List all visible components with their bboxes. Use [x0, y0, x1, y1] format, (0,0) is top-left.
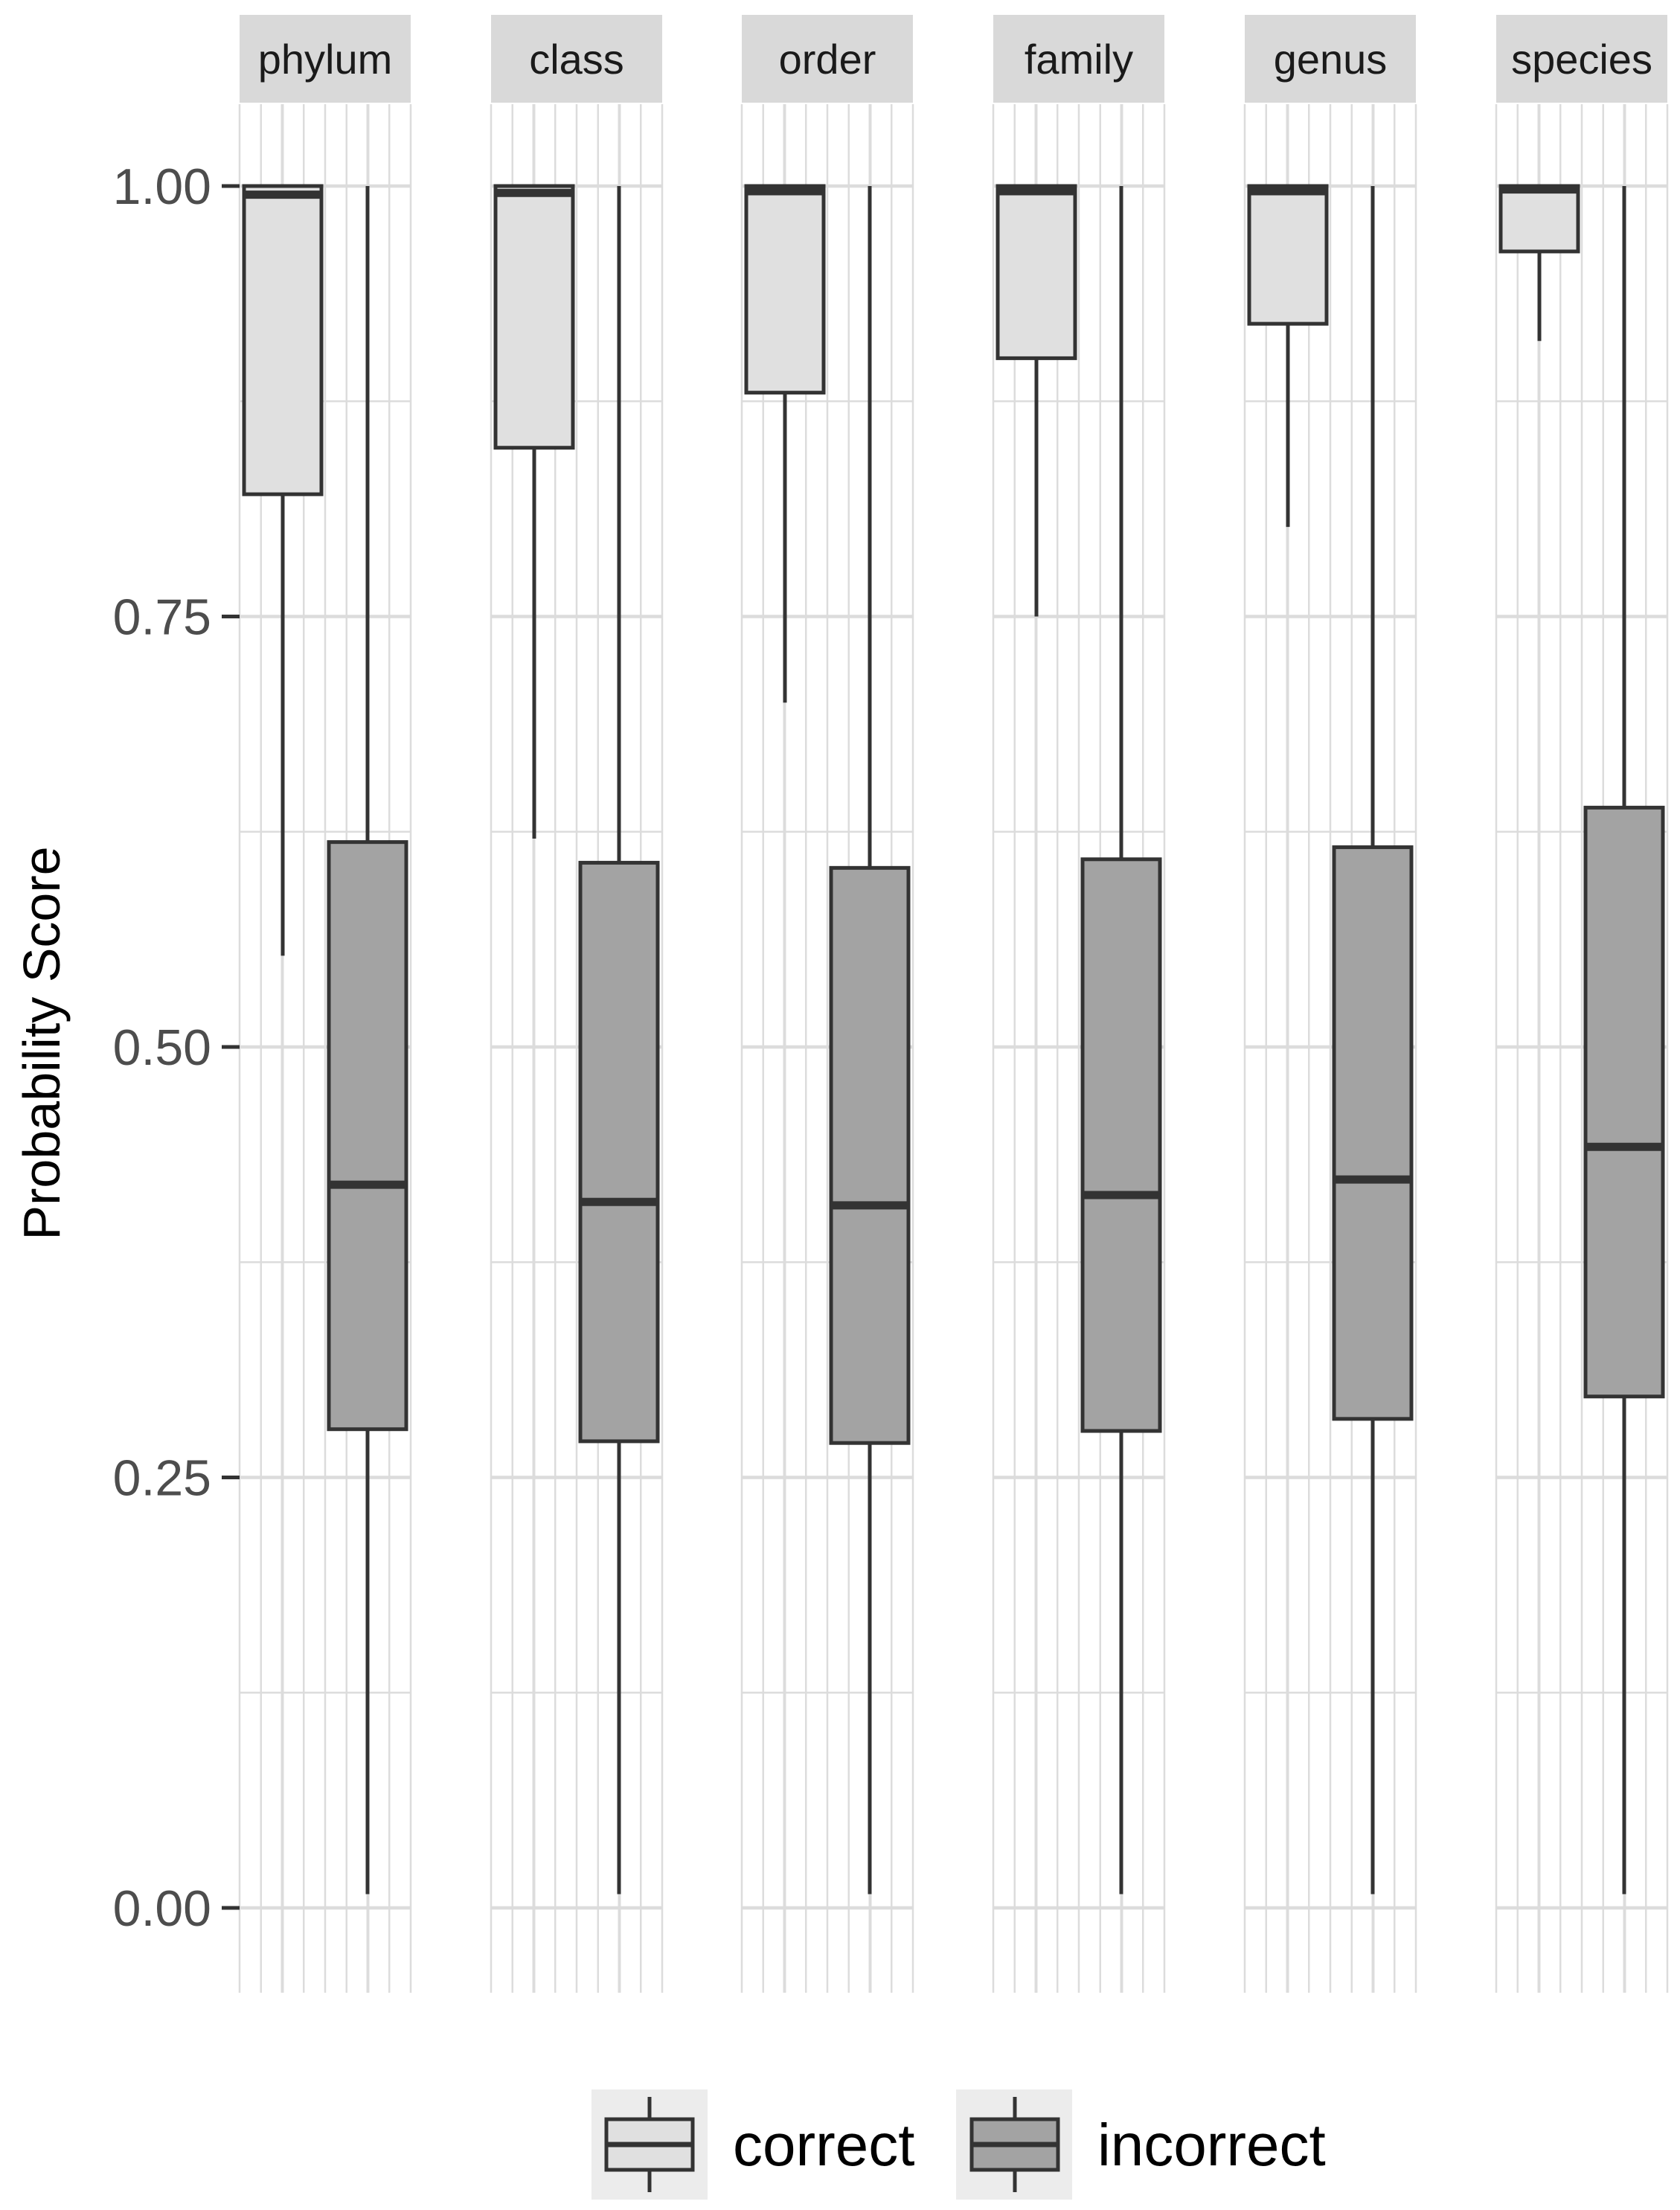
box-class-correct	[493, 184, 575, 450]
facet-strips: phylum class order family genus species	[240, 15, 1667, 103]
box-class-incorrect	[578, 860, 660, 1444]
facet-strip-order	[742, 15, 913, 103]
legend-label-incorrect: incorrect	[1097, 2112, 1326, 2178]
y-tick-label: 1.00	[113, 158, 211, 215]
facet-label-family: family	[1025, 36, 1133, 83]
box-phylum-incorrect	[327, 840, 408, 1432]
facet-strip-family	[993, 15, 1164, 103]
box-family-correct	[996, 184, 1077, 360]
facet-strip-class	[491, 15, 662, 103]
legend-item-correct: correct	[591, 2089, 915, 2200]
legend-item-incorrect: incorrect	[956, 2089, 1326, 2200]
legend-label-correct: correct	[733, 2112, 915, 2178]
box-family-incorrect	[1080, 857, 1162, 1433]
facet-label-genus: genus	[1274, 36, 1388, 83]
box-genus-incorrect	[1332, 845, 1414, 1421]
box-genus-correct	[1247, 184, 1329, 326]
box-species-incorrect	[1583, 805, 1665, 1399]
box-species-correct	[1498, 184, 1580, 254]
legend: correct incorrect	[591, 2089, 1326, 2200]
facet-strip-genus	[1245, 15, 1416, 103]
box-order-correct	[744, 184, 826, 395]
facet-label-class: class	[529, 36, 624, 83]
facet-label-order: order	[779, 36, 876, 83]
box-phylum-correct	[242, 184, 324, 496]
y-axis: 0.00 0.25 0.50 0.75 1.00	[113, 158, 240, 1937]
facet-strip-species	[1496, 15, 1667, 103]
y-axis-label: Probability Score	[13, 846, 71, 1240]
y-tick-label: 0.25	[113, 1450, 211, 1507]
y-tick-label: 0.00	[113, 1880, 211, 1937]
box-order-incorrect	[829, 865, 911, 1445]
y-tick-label: 0.75	[113, 589, 211, 646]
box-layer	[242, 184, 1665, 1894]
y-tick-label: 0.50	[113, 1019, 211, 1076]
grid-layer	[238, 104, 1669, 1993]
facet-label-phylum: phylum	[258, 36, 393, 83]
facet-label-species: species	[1511, 36, 1652, 83]
facet-strip-phylum	[240, 15, 411, 103]
